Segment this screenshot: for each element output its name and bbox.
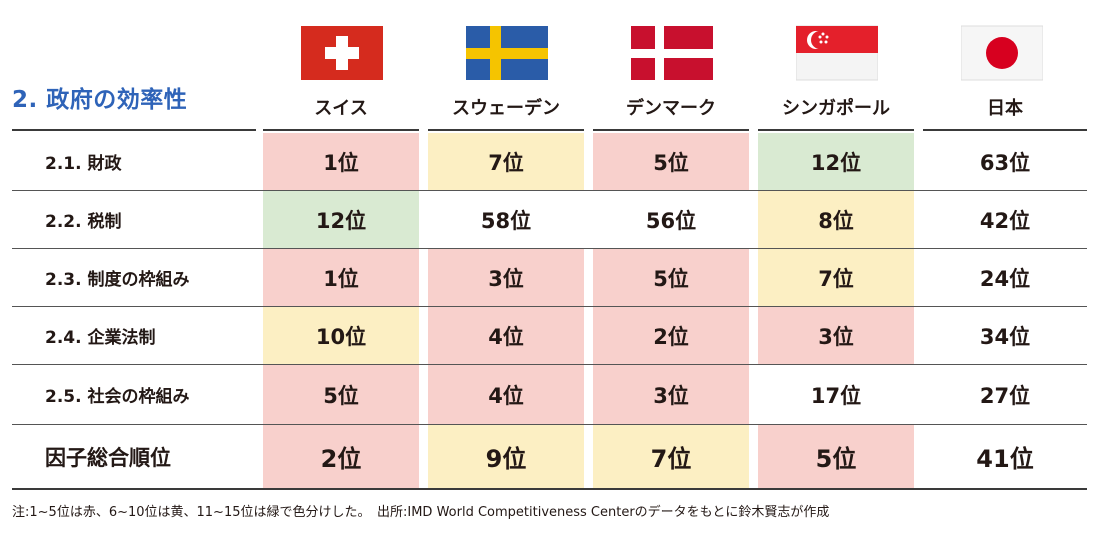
- rank-cell: 1位: [263, 133, 419, 190]
- rank-cell: 12位: [758, 133, 914, 190]
- country-sweden: スウェーデン: [452, 98, 560, 119]
- row-label: 2.2. 税制: [45, 212, 122, 232]
- rank-cell: 5位: [263, 365, 419, 424]
- row-separator: [12, 364, 1087, 365]
- rank-cell: 4位: [428, 307, 584, 364]
- country-switzerland: スイス: [314, 98, 368, 119]
- denmark-flag-icon: [631, 24, 713, 82]
- japan-flag-icon: [961, 24, 1043, 82]
- rank-cell: 42位: [979, 208, 1031, 233]
- rank-cell: 7位: [428, 133, 584, 190]
- header-rule: [593, 129, 749, 131]
- rank-cell: 41位: [976, 445, 1034, 473]
- row-label: 2.5. 社会の枠組み: [45, 387, 190, 407]
- rank-cell: 24位: [979, 266, 1031, 291]
- row-label: 因子総合順位: [45, 445, 171, 470]
- rank-cell: 3位: [593, 365, 749, 424]
- rank-cell: 12位: [263, 191, 419, 248]
- row-label: 2.4. 企業法制: [45, 328, 156, 348]
- switzerland-flag-icon: [301, 24, 383, 82]
- row-label: 2.3. 制度の枠組み: [45, 270, 190, 290]
- row-separator: [12, 190, 1087, 191]
- header-rule: [12, 129, 256, 131]
- rank-cell: 34位: [979, 324, 1031, 349]
- rank-cell: 17位: [810, 383, 862, 408]
- row-label: 2.1. 財政: [45, 154, 122, 174]
- rank-cell: 2位: [593, 307, 749, 364]
- country-singapore: シンガポール: [782, 98, 890, 119]
- rank-cell: 27位: [979, 383, 1031, 408]
- country-japan: 日本: [987, 98, 1023, 119]
- rank-cell: 2位: [263, 425, 419, 488]
- rank-cell: 56位: [645, 208, 697, 233]
- header-rule: [428, 129, 584, 131]
- header-rule: [758, 129, 914, 131]
- rank-cell: 5位: [593, 133, 749, 190]
- header-rule: [923, 129, 1087, 131]
- rank-cell: 3位: [758, 307, 914, 364]
- row-separator: [12, 306, 1087, 307]
- rank-cell: 8位: [758, 191, 914, 248]
- rank-cell: 10位: [263, 307, 419, 364]
- rank-cell: 58位: [480, 208, 532, 233]
- section-title: 2. 政府の効率性: [12, 87, 188, 113]
- singapore-flag-icon: [796, 24, 878, 82]
- rank-cell: 3位: [428, 249, 584, 306]
- footnote: 注:1~5位は赤、6~10位は黄、11~15位は緑で色分けした。 出所:IMD …: [12, 505, 830, 520]
- rank-cell: 7位: [593, 425, 749, 488]
- header-rule: [263, 129, 419, 131]
- rank-cell: 63位: [979, 150, 1031, 175]
- rank-cell: 9位: [428, 425, 584, 488]
- row-separator: [12, 424, 1087, 425]
- rank-cell: 5位: [593, 249, 749, 306]
- row-separator: [12, 248, 1087, 249]
- rank-cell: 1位: [263, 249, 419, 306]
- bottom-rule: [12, 488, 1087, 490]
- country-denmark: デンマーク: [626, 98, 716, 119]
- sweden-flag-icon: [466, 24, 548, 82]
- rank-cell: 4位: [428, 365, 584, 424]
- rank-cell: 5位: [758, 425, 914, 488]
- rank-cell: 7位: [758, 249, 914, 306]
